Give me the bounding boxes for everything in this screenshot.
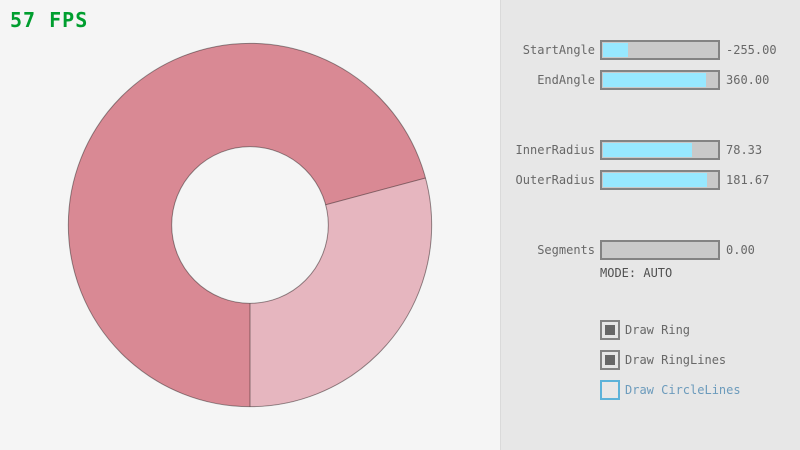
endangle-slider[interactable] bbox=[600, 70, 720, 90]
innerradius-value: 78.33 bbox=[726, 143, 763, 157]
endangle-label: EndAngle bbox=[537, 73, 595, 87]
startangle-value: -255.00 bbox=[726, 43, 777, 57]
checkmark-icon bbox=[605, 325, 615, 335]
segments-row: Segments 0.00 bbox=[0, 240, 800, 260]
draw-ringlines-row: Draw RingLines bbox=[0, 350, 800, 370]
ring-cap-lines bbox=[249, 177, 426, 407]
outerradius-label: OuterRadius bbox=[515, 173, 595, 187]
outerradius-row: OuterRadius 181.67 bbox=[0, 170, 800, 190]
draw-ring-checkbox[interactable] bbox=[600, 320, 620, 340]
startangle-row: StartAngle -255.00 bbox=[0, 40, 800, 60]
segments-label: Segments bbox=[537, 243, 595, 257]
innerradius-slider[interactable] bbox=[600, 140, 720, 160]
draw-circlelines-checkbox[interactable] bbox=[600, 380, 620, 400]
startangle-slider-fill bbox=[603, 43, 628, 57]
segments-slider[interactable] bbox=[600, 240, 720, 260]
fps-counter: 57 FPS bbox=[10, 8, 89, 32]
checkmark-icon bbox=[605, 355, 615, 365]
startangle-slider[interactable] bbox=[600, 40, 720, 60]
outerradius-slider[interactable] bbox=[600, 170, 720, 190]
endangle-slider-fill bbox=[603, 73, 706, 87]
draw-circlelines-row: Draw CircleLines bbox=[0, 380, 800, 400]
startangle-label: StartAngle bbox=[522, 43, 595, 57]
draw-ringlines-label: Draw RingLines bbox=[625, 353, 727, 367]
outerradius-value: 181.67 bbox=[726, 173, 770, 187]
draw-ring-label: Draw Ring bbox=[625, 323, 691, 337]
ring-single-coverage-region bbox=[250, 177, 432, 407]
draw-circlelines-label: Draw CircleLines bbox=[625, 383, 741, 397]
endangle-row: EndAngle 360.00 bbox=[0, 70, 800, 90]
innerradius-row: InnerRadius 78.33 bbox=[0, 140, 800, 160]
draw-ringlines-checkbox[interactable] bbox=[600, 350, 620, 370]
outerradius-slider-fill bbox=[603, 173, 707, 187]
innerradius-label: InnerRadius bbox=[515, 143, 595, 157]
endangle-value: 360.00 bbox=[726, 73, 770, 87]
segments-value: 0.00 bbox=[726, 243, 755, 257]
draw-ring-row: Draw Ring bbox=[0, 320, 800, 340]
ring-outer-outline bbox=[67, 42, 433, 408]
innerradius-slider-fill bbox=[603, 143, 693, 157]
ring-inner-outline bbox=[171, 146, 329, 304]
mode-label: MODE: AUTO bbox=[600, 266, 673, 280]
